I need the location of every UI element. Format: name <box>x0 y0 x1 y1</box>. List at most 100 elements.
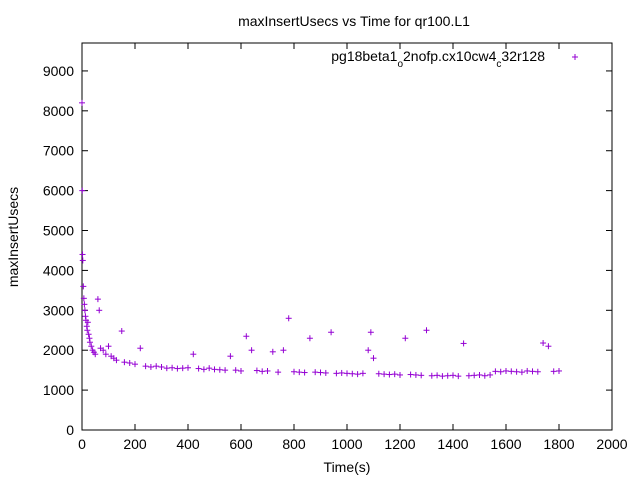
data-point <box>450 372 456 379</box>
data-point <box>291 368 297 375</box>
data-point <box>216 366 223 373</box>
data-point <box>126 359 133 366</box>
legend-marker <box>572 54 578 60</box>
data-point <box>195 365 202 372</box>
data-point <box>169 364 176 371</box>
data-point <box>497 368 504 375</box>
data-point <box>465 372 472 379</box>
data-point <box>85 331 92 338</box>
data-point <box>243 333 250 340</box>
data-point <box>275 369 282 376</box>
data-point <box>428 372 435 379</box>
data-point <box>142 363 149 370</box>
data-point <box>174 365 181 372</box>
data-point <box>285 315 292 322</box>
data-point <box>412 371 419 378</box>
data-point <box>84 319 91 326</box>
data-point <box>471 372 478 379</box>
y-tick-label: 9000 <box>43 63 74 79</box>
data-point <box>200 366 207 373</box>
data-point <box>439 373 446 380</box>
data-point <box>206 365 213 372</box>
data-point <box>132 361 138 368</box>
data-point <box>444 372 451 379</box>
data-point <box>79 99 85 106</box>
data-point <box>83 323 90 330</box>
series-points <box>79 99 562 380</box>
data-point <box>338 369 345 376</box>
data-point <box>487 371 494 378</box>
data-point <box>407 371 414 378</box>
data-point <box>545 343 552 350</box>
x-axis-label: Time(s) <box>324 459 371 475</box>
data-point <box>508 368 515 375</box>
legend: pg18beta1o2nofp.cx10cw4c32r128 <box>331 48 578 70</box>
data-point <box>88 343 95 350</box>
data-point <box>349 370 356 377</box>
x-tick-label: 2000 <box>596 436 627 452</box>
data-point <box>81 301 88 308</box>
data-point <box>455 373 462 380</box>
data-point <box>296 369 303 376</box>
data-point <box>301 369 308 376</box>
y-tick-label: 5000 <box>43 223 74 239</box>
data-point <box>94 296 101 303</box>
data-point <box>113 357 120 364</box>
chart-title: maxInsertUsecs vs Time for qr100.L1 <box>238 13 470 29</box>
y-tick-label: 0 <box>66 422 74 438</box>
x-tick-label: 1800 <box>543 436 574 452</box>
data-point <box>359 370 366 377</box>
data-point <box>476 371 483 378</box>
data-point <box>317 369 324 376</box>
data-point <box>163 365 170 372</box>
data-point <box>269 348 276 355</box>
x-tick-label: 1200 <box>384 436 415 452</box>
data-point <box>222 367 229 374</box>
x-tick-label: 400 <box>176 436 200 452</box>
data-point <box>328 329 335 336</box>
data-point <box>86 335 93 342</box>
data-point <box>253 367 260 374</box>
data-point <box>80 283 87 290</box>
y-tick-label: 2000 <box>43 342 74 358</box>
data-point <box>227 353 234 360</box>
data-point <box>158 363 165 370</box>
data-point <box>82 313 89 320</box>
data-point <box>264 367 271 374</box>
data-point <box>550 368 557 375</box>
legend-series-label: pg18beta1o2nofp.cx10cw4c32r128 <box>331 48 545 70</box>
x-tick-label: 600 <box>229 436 253 452</box>
y-axis: 0 1000 2000 3000 4000 5000 6000 7000 8000 9000 <box>43 63 612 438</box>
data-point <box>481 372 488 379</box>
data-point <box>84 327 91 334</box>
data-point <box>211 366 218 373</box>
y-tick-label: 4000 <box>43 262 74 278</box>
x-axis: 0 200 400 600 800 1000 1200 1400 1600 1800 2000 <box>78 43 628 452</box>
y-axis-label: maxInsertUsecs <box>5 187 21 287</box>
data-point <box>513 368 520 375</box>
data-point <box>540 340 547 347</box>
data-point <box>79 257 86 264</box>
data-point <box>238 367 244 374</box>
x-tick-label: 200 <box>123 436 147 452</box>
data-point <box>80 295 87 302</box>
data-point <box>397 371 403 378</box>
data-point <box>503 367 509 374</box>
data-point <box>118 328 125 335</box>
data-point <box>418 372 425 379</box>
x-tick-label: 0 <box>78 436 86 452</box>
data-point <box>306 335 313 342</box>
data-point <box>153 363 160 370</box>
data-point <box>100 347 107 354</box>
data-point <box>322 369 329 376</box>
data-point <box>179 365 186 372</box>
data-point <box>259 368 266 375</box>
x-tick-label: 800 <box>282 436 306 452</box>
data-point <box>81 307 88 314</box>
data-point <box>312 369 319 376</box>
data-point <box>248 347 255 354</box>
data-point <box>190 351 197 358</box>
data-point <box>137 345 144 352</box>
y-tick-label: 6000 <box>43 183 74 199</box>
